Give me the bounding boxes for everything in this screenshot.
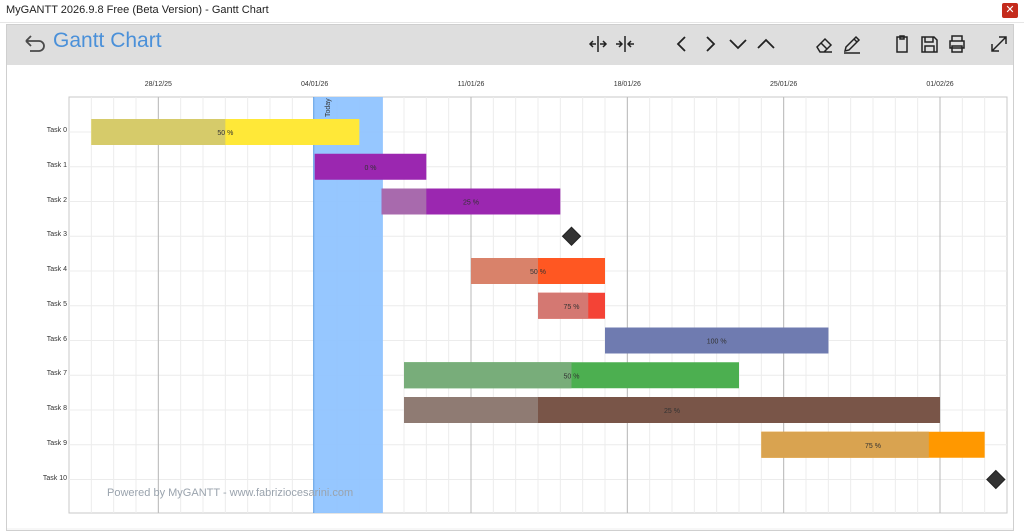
fullscreen-icon[interactable] bbox=[988, 33, 1010, 55]
task-percent-label: 0 % bbox=[364, 165, 376, 172]
clipboard-icon[interactable] bbox=[891, 33, 913, 55]
back-icon[interactable] bbox=[21, 31, 47, 57]
task-progress bbox=[91, 119, 226, 145]
date-tick-label: 11/01/26 bbox=[457, 81, 485, 88]
collapse-columns-icon[interactable] bbox=[614, 33, 636, 55]
task-percent-label: 50 % bbox=[530, 269, 546, 276]
task-percent-label: 75 % bbox=[564, 304, 580, 311]
milestone-diamond bbox=[561, 226, 582, 246]
chevron-right-icon[interactable] bbox=[699, 33, 721, 55]
gantt-svg: 50 % 0 % 25 % 50 % 75 % 100 % 50 % 25 % 75 % bbox=[68, 96, 1008, 514]
task-percent-label: 75 % bbox=[865, 443, 881, 450]
pencil-icon[interactable] bbox=[841, 33, 863, 55]
date-tick-label: 28/12/25 bbox=[144, 81, 172, 88]
task-bar[interactable] bbox=[314, 153, 427, 180]
task-percent-label: 25 % bbox=[664, 408, 680, 415]
date-tick-label: 01/02/26 bbox=[926, 81, 954, 88]
save-icon[interactable] bbox=[918, 33, 940, 55]
task-percent-label: 50 % bbox=[564, 373, 580, 380]
task-label: Task 4 bbox=[46, 266, 67, 273]
task-progress bbox=[471, 258, 538, 284]
date-tick-label: 25/01/26 bbox=[770, 81, 798, 88]
task-percent-label: 50 % bbox=[217, 130, 233, 137]
task-label: Task 1 bbox=[46, 161, 67, 169]
date-tick-label: 04/01/26 bbox=[301, 81, 329, 88]
close-window-button[interactable]: ✕ bbox=[1002, 3, 1018, 18]
expand-columns-icon[interactable] bbox=[587, 33, 609, 55]
task-progress bbox=[761, 431, 929, 458]
watermark: Powered by MyGANTT - www.fabriziocesarin… bbox=[107, 487, 354, 499]
page-title: Gantt Chart bbox=[53, 29, 162, 52]
task-percent-label: 100 % bbox=[707, 339, 727, 346]
chevron-up-icon[interactable] bbox=[755, 33, 777, 55]
task-label: Task 3 bbox=[46, 231, 67, 239]
window-title: MyGANTT 2026.9.8 Free (Beta Version) - G… bbox=[6, 4, 269, 16]
toolbar: Gantt Chart bbox=[7, 25, 1013, 65]
milestone-diamond bbox=[986, 469, 1006, 490]
task-progress bbox=[381, 188, 427, 215]
window-titlebar: MyGANTT 2026.9.8 Free (Beta Version) - G… bbox=[0, 0, 1024, 23]
eraser-icon[interactable] bbox=[813, 33, 835, 55]
task-progress bbox=[404, 362, 572, 389]
task-label: Task 7 bbox=[46, 370, 67, 378]
date-tick-label: 18/01/26 bbox=[613, 81, 641, 88]
task-progress bbox=[538, 292, 589, 319]
gantt-chart: 50 % 0 % 25 % 50 % 75 % 100 % 50 % 25 % 75 % 28/… bbox=[7, 65, 1013, 528]
chevron-left-icon[interactable] bbox=[671, 33, 693, 55]
chevron-down-icon[interactable] bbox=[727, 33, 749, 55]
task-label: Task 0 bbox=[46, 127, 67, 134]
task-progress bbox=[404, 397, 538, 423]
print-icon[interactable] bbox=[946, 33, 968, 55]
task-label: Task 5 bbox=[46, 300, 67, 308]
task-label: Task 6 bbox=[46, 335, 67, 343]
task-label: Task 8 bbox=[46, 405, 67, 412]
task-progress bbox=[605, 327, 829, 354]
today-label: Today bbox=[324, 98, 332, 117]
task-label: Task 9 bbox=[46, 439, 67, 447]
task-label: Task 10 bbox=[42, 474, 67, 482]
task-label: Task 2 bbox=[46, 196, 67, 204]
task-percent-label: 25 % bbox=[463, 200, 479, 207]
